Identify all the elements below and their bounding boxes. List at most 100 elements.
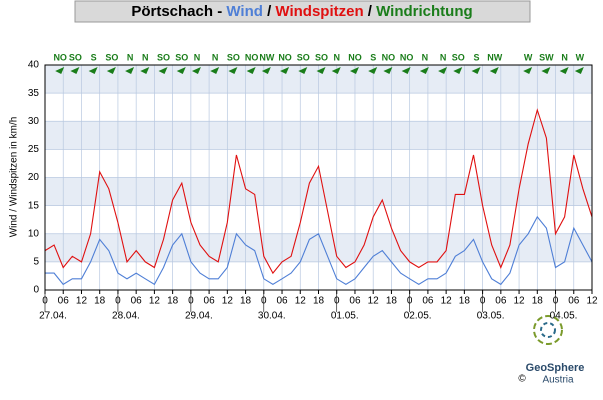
x-tick-label: 18 — [94, 296, 106, 307]
date-label: 02.05. — [404, 311, 432, 322]
direction-label: SO — [297, 52, 310, 62]
date-label: 27.04. — [39, 311, 67, 322]
direction-arrow — [246, 67, 256, 74]
direction-label: SO — [452, 52, 465, 62]
direction-label: N — [194, 52, 201, 62]
direction-arrow — [210, 67, 220, 74]
date-label: 28.04. — [112, 311, 140, 322]
direction-label: SO — [157, 52, 170, 62]
direction-label: NO — [278, 52, 292, 62]
direction-label: NO — [245, 52, 259, 62]
y-tick-label: 10 — [28, 228, 40, 239]
direction-arrow — [228, 67, 238, 74]
direction-arrow — [125, 67, 135, 74]
direction-label: NO — [348, 52, 362, 62]
direction-label: NW — [487, 52, 502, 62]
direction-label: N — [422, 52, 429, 62]
direction-label: N — [142, 52, 149, 62]
direction-label: SO — [175, 52, 188, 62]
x-tick-label: 06 — [568, 296, 580, 307]
date-label: 30.04. — [258, 311, 286, 322]
direction-arrow — [140, 67, 150, 74]
direction-label: N — [333, 52, 340, 62]
title-sep: - — [217, 3, 222, 20]
direction-label: N — [440, 52, 447, 62]
y-tick-label: 15 — [28, 200, 40, 211]
x-tick-label: 18 — [240, 296, 252, 307]
logo-swirl — [533, 315, 563, 345]
direction-arrow — [401, 67, 411, 74]
direction-arrow — [419, 67, 429, 74]
direction-arrow — [331, 67, 341, 74]
x-tick-label: 06 — [131, 296, 143, 307]
direction-label: SO — [227, 52, 240, 62]
title-direction: Windrichtung — [376, 3, 473, 20]
direction-label: SW — [539, 52, 554, 62]
series-line — [45, 215, 593, 286]
title-box — [74, 0, 531, 23]
y-tick-label: 40 — [28, 60, 40, 71]
direction-arrow — [541, 67, 551, 74]
date-label: 04.05. — [550, 311, 578, 322]
title-wind: Wind — [226, 3, 263, 20]
direction-label: W — [524, 52, 533, 62]
logo-sub: Austria — [542, 375, 574, 386]
x-tick-label: 18 — [532, 296, 544, 307]
x-tick-label: 18 — [459, 296, 471, 307]
direction-arrow — [489, 67, 499, 74]
x-tick-label: 06 — [58, 296, 70, 307]
direction-arrow — [70, 67, 80, 74]
direction-label: NO — [400, 52, 414, 62]
y-tick-label: 25 — [28, 144, 40, 155]
direction-arrow — [298, 67, 308, 74]
direction-arrow — [383, 67, 393, 74]
logo-icon — [533, 315, 563, 345]
title-gusts: Windspitzen — [275, 3, 363, 20]
direction-label: NO — [53, 52, 67, 62]
x-tick-label: 12 — [441, 296, 453, 307]
date-label: 03.05. — [477, 311, 505, 322]
chart-title: Pörtschach - Wind / Windspitzen / Windri… — [131, 3, 472, 20]
copyright: © — [518, 374, 526, 385]
direction-arrow — [191, 67, 201, 74]
direction-arrow — [471, 67, 481, 74]
direction-arrow — [574, 67, 584, 74]
y-tick-label: 5 — [33, 257, 39, 268]
x-tick-label: 06 — [204, 296, 216, 307]
x-tick-label: 12 — [295, 296, 307, 307]
y-tick-label: 0 — [33, 285, 39, 296]
logo-name: GeoSphere — [526, 362, 585, 374]
y-tick-label: 20 — [28, 172, 40, 183]
x-tick-label: 12 — [149, 296, 161, 307]
series-line — [44, 108, 593, 275]
direction-label: SO — [315, 52, 328, 62]
direction-arrow — [88, 67, 98, 74]
direction-label: SO — [69, 52, 82, 62]
x-tick-label: 12 — [514, 296, 526, 307]
x-tick-label: 18 — [386, 296, 398, 307]
x-tick-label: 12 — [222, 296, 234, 307]
direction-arrow — [559, 67, 569, 74]
direction-arrow — [280, 67, 290, 74]
x-tick-label: 06 — [276, 296, 288, 307]
title-sep: / — [267, 3, 272, 20]
title-place: Pörtschach — [131, 3, 213, 20]
plot-frame — [44, 64, 593, 291]
direction-arrow — [368, 67, 378, 74]
direction-label: SO — [105, 52, 118, 62]
direction-arrow — [453, 67, 463, 74]
direction-label: N — [561, 52, 568, 62]
direction-label: W — [576, 52, 585, 62]
direction-arrow — [176, 67, 186, 74]
date-label: 29.04. — [185, 311, 213, 322]
direction-label: NO — [382, 52, 396, 62]
x-tick-label: 06 — [422, 296, 434, 307]
logo-swirl — [540, 322, 556, 338]
x-tick-label: 12 — [76, 296, 88, 307]
x-tick-label: 12 — [368, 296, 380, 307]
direction-arrow — [349, 67, 359, 74]
y-tick-label: 35 — [28, 88, 40, 99]
direction-arrow — [261, 67, 271, 74]
direction-label: S — [370, 52, 376, 62]
y-tick-label: 30 — [28, 116, 40, 127]
